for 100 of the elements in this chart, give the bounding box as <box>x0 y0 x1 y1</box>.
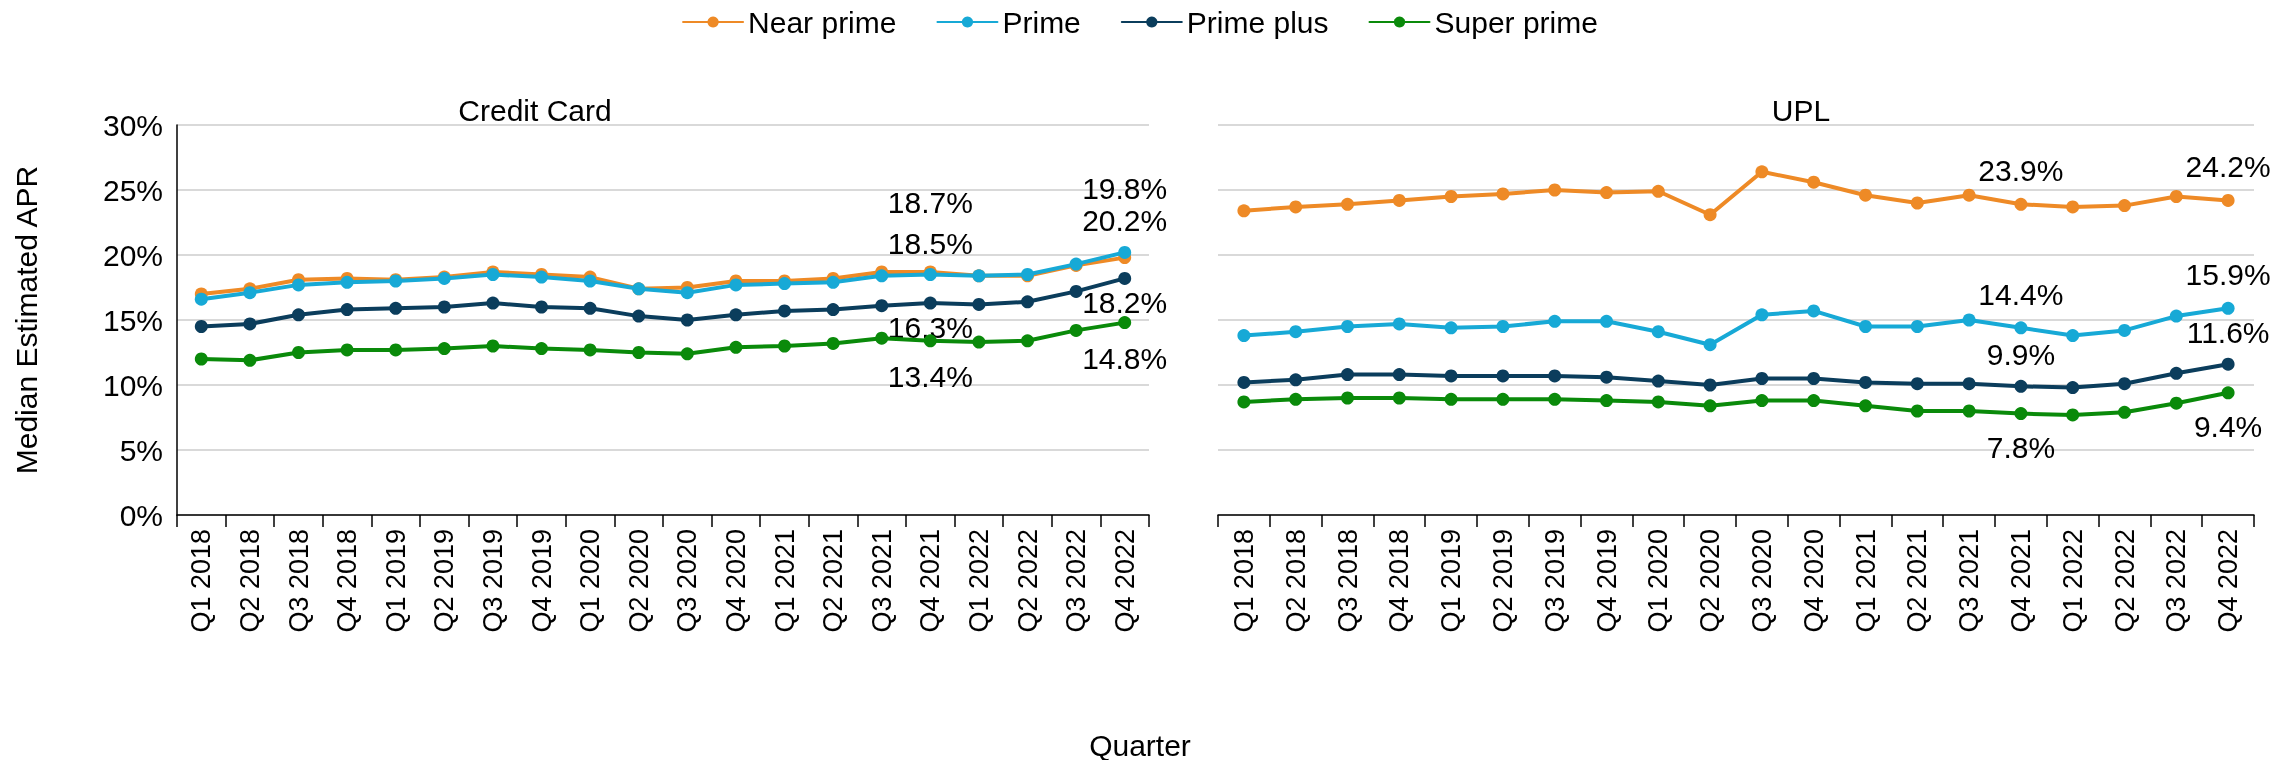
point <box>1289 325 1303 339</box>
point <box>2066 200 2080 214</box>
point <box>729 278 743 292</box>
point <box>1962 313 1976 327</box>
point <box>1341 320 1354 333</box>
x-tick-label: Q4 2019 <box>526 529 557 633</box>
point <box>583 301 597 315</box>
point <box>1237 204 1251 218</box>
point <box>292 346 305 359</box>
x-tick-label: Q4 2018 <box>332 529 363 633</box>
point <box>1496 392 1510 406</box>
y-tick-label: 0% <box>119 498 163 532</box>
point <box>2221 301 2235 315</box>
point <box>1237 329 1251 343</box>
legend-label: Super prime <box>1434 5 1598 39</box>
point <box>2118 199 2131 213</box>
point <box>1651 374 1665 388</box>
point <box>778 339 791 353</box>
point <box>194 292 208 306</box>
legend-label: Near prime <box>748 5 897 39</box>
point <box>826 275 840 289</box>
x-tick-label: Q3 2021 <box>866 529 897 633</box>
point <box>680 347 694 361</box>
point <box>194 352 208 366</box>
x-tick-label: Q1 2021 <box>769 529 800 633</box>
x-tick-label: Q2 2021 <box>1902 529 1933 633</box>
point <box>1600 394 1613 408</box>
point <box>2221 386 2235 400</box>
point <box>632 346 646 359</box>
point <box>1807 394 1821 408</box>
point <box>389 301 403 315</box>
point <box>486 339 500 353</box>
data-label: 18.5% <box>887 226 973 260</box>
point <box>1548 183 1562 197</box>
x-tick-label: Q1 2021 <box>1850 529 1881 633</box>
point <box>1755 372 1769 385</box>
point <box>1651 325 1665 339</box>
x-tick-label: Q4 2020 <box>720 529 751 633</box>
x-tick-label: Q4 2021 <box>2005 529 2036 633</box>
point <box>923 296 937 310</box>
point <box>2014 407 2028 421</box>
point <box>389 343 403 357</box>
point <box>292 278 305 292</box>
point <box>1859 375 1872 389</box>
point <box>729 308 743 322</box>
point <box>535 342 548 356</box>
point <box>1496 187 1510 201</box>
point <box>2169 190 2183 203</box>
point <box>2221 357 2235 371</box>
point <box>680 313 694 327</box>
point <box>2066 381 2080 395</box>
x-tick-label: Q4 2022 <box>2213 529 2244 633</box>
point <box>972 335 986 349</box>
point <box>2014 197 2028 211</box>
y-tick-label: 25% <box>102 173 163 207</box>
point <box>1910 377 1924 391</box>
x-tick-label: Q2 2022 <box>2109 529 2140 633</box>
point <box>1703 399 1717 413</box>
x-tick-label: Q2 2018 <box>1280 529 1311 633</box>
point <box>875 269 889 283</box>
point <box>1755 165 1769 179</box>
point <box>194 320 208 333</box>
point <box>340 343 354 357</box>
point <box>1962 188 1976 202</box>
point <box>1237 375 1251 389</box>
point <box>1600 186 1613 200</box>
point <box>1548 314 1562 328</box>
point <box>1962 377 1976 391</box>
data-label: 16.3% <box>887 311 973 345</box>
point <box>875 299 889 313</box>
point <box>1962 404 1976 418</box>
point <box>1651 395 1665 409</box>
x-tick-label: Q4 2020 <box>1798 529 1829 633</box>
point <box>1069 323 1083 337</box>
point <box>1859 399 1872 413</box>
point <box>1021 334 1034 348</box>
point <box>2221 193 2235 207</box>
point <box>1237 395 1251 409</box>
point <box>1021 295 1034 309</box>
x-tick-label: Q1 2019 <box>1436 529 1467 633</box>
point <box>2066 408 2080 422</box>
point <box>1118 245 1132 259</box>
point <box>2169 366 2183 380</box>
data-label: 19.8% <box>1082 171 1168 205</box>
x-tick-label: Q3 2018 <box>1332 529 1363 633</box>
data-label: 23.9% <box>1978 154 2064 188</box>
point <box>875 331 889 345</box>
x-tick-label: Q3 2020 <box>672 529 703 633</box>
x-tick-label: Q3 2021 <box>1954 529 1985 633</box>
y-tick-label: 20% <box>102 238 163 272</box>
x-tick-label: Q4 2021 <box>915 529 946 633</box>
point <box>2066 329 2080 343</box>
data-label: 15.9% <box>2185 258 2271 292</box>
point <box>1496 369 1510 383</box>
point <box>583 343 597 357</box>
x-tick-label: Q2 2019 <box>429 529 460 633</box>
point <box>1392 193 1406 207</box>
data-label: 9.9% <box>1986 338 2056 372</box>
x-tick-label: Q3 2020 <box>1746 529 1777 633</box>
x-tick-label: Q3 2018 <box>283 529 314 633</box>
